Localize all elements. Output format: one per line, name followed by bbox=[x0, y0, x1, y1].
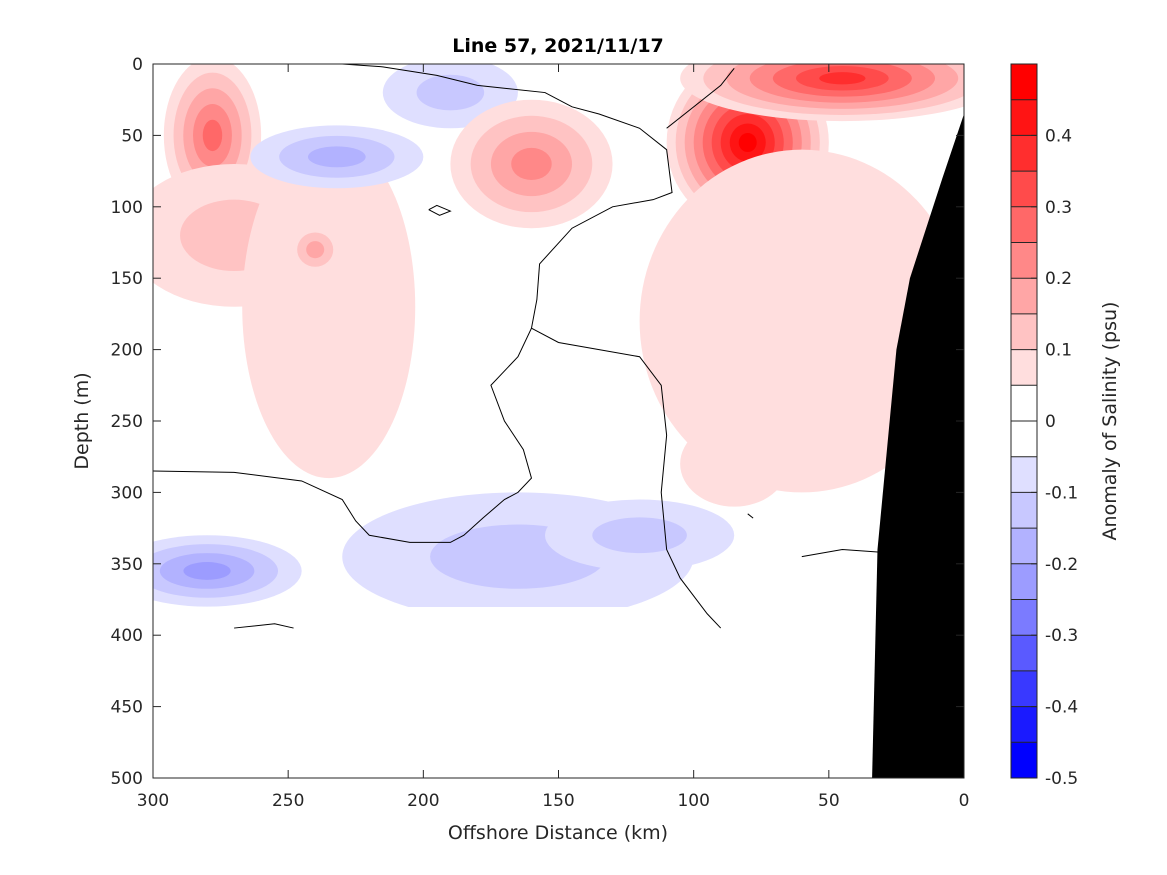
colorbar-tick-label: 0.2 bbox=[1045, 269, 1072, 289]
x-tick-label: 50 bbox=[818, 791, 840, 811]
colorbar-tick-label: -0.1 bbox=[1045, 483, 1078, 503]
contour-band bbox=[639, 149, 964, 493]
contour-band bbox=[202, 119, 223, 152]
colorbar-swatch bbox=[1011, 171, 1037, 207]
colorbar-swatch bbox=[1011, 64, 1037, 100]
colorbar-swatch bbox=[1011, 99, 1037, 136]
colorbar-swatch bbox=[1011, 599, 1037, 636]
chart-title: Line 57, 2021/11/17 bbox=[452, 35, 664, 57]
x-axis-title: Offshore Distance (km) bbox=[448, 822, 668, 844]
contour-band bbox=[592, 517, 687, 554]
zero-contour-line bbox=[428, 204, 452, 216]
colorbar-tick-label: 0.3 bbox=[1045, 198, 1072, 218]
anomaly-feature-9 bbox=[639, 149, 964, 493]
contour-band bbox=[242, 135, 416, 479]
y-tick-label: 150 bbox=[111, 269, 143, 289]
anomaly-feature-6 bbox=[450, 99, 613, 229]
y-axis-title: Depth (m) bbox=[71, 372, 93, 469]
y-tick-label: 200 bbox=[111, 341, 143, 361]
colorbar-tick-label: -0.4 bbox=[1045, 698, 1078, 718]
contour-band bbox=[416, 74, 485, 111]
zero-contour-line bbox=[234, 623, 294, 629]
colorbar-tick-label: 0.4 bbox=[1045, 126, 1072, 146]
colorbar-swatch bbox=[1011, 492, 1037, 529]
anomaly-feature-4 bbox=[250, 125, 424, 189]
y-tick-label: 0 bbox=[132, 55, 143, 75]
zero-contour-line bbox=[531, 327, 722, 629]
salinity-contours bbox=[153, 64, 964, 607]
colorbar-tick-label: -0.3 bbox=[1045, 626, 1078, 646]
x-tick-label: 200 bbox=[407, 791, 439, 811]
colorbar-swatch bbox=[1011, 206, 1037, 243]
colorbar-swatch bbox=[1011, 742, 1037, 778]
anomaly-feature-2 bbox=[242, 135, 416, 479]
y-tick-label: 350 bbox=[111, 555, 143, 575]
colorbar-swatch bbox=[1011, 563, 1037, 600]
colorbar-swatch bbox=[1011, 242, 1037, 279]
zero-contour-line bbox=[666, 67, 735, 129]
contour-band bbox=[183, 562, 231, 580]
anomaly-feature-13 bbox=[544, 499, 735, 571]
colorbar-swatch bbox=[1011, 456, 1037, 493]
contour-band bbox=[307, 146, 366, 168]
colorbar-swatch bbox=[1011, 278, 1037, 314]
zero-contour-line bbox=[153, 64, 673, 543]
colorbar-swatch bbox=[1011, 528, 1037, 564]
y-tick-label: 400 bbox=[111, 626, 143, 646]
anomaly-feature-10 bbox=[680, 421, 789, 507]
colorbar-swatch bbox=[1011, 706, 1037, 743]
y-tick-label: 50 bbox=[121, 126, 143, 146]
colorbar-swatch bbox=[1011, 313, 1037, 350]
anomaly-feature-11 bbox=[153, 535, 302, 607]
anomaly-feature-3 bbox=[288, 223, 343, 276]
colorbar-swatch bbox=[1011, 670, 1037, 707]
colorbar-swatch bbox=[1011, 135, 1037, 172]
x-tick-label: 0 bbox=[959, 791, 970, 811]
contour-band bbox=[819, 72, 866, 85]
colorbar-title: Anomaly of Salinity (psu) bbox=[1099, 302, 1121, 541]
x-tick-label: 150 bbox=[542, 791, 574, 811]
zero-contour-lines bbox=[153, 64, 905, 629]
colorbar-swatch bbox=[1011, 349, 1037, 386]
y-tick-label: 100 bbox=[111, 198, 143, 218]
colorbar-swatch bbox=[1011, 385, 1037, 421]
colorbar-tick-label: 0.1 bbox=[1045, 341, 1072, 361]
seafloor-bathymetry bbox=[872, 113, 964, 778]
contour-band bbox=[680, 421, 789, 507]
anomaly-feature-8 bbox=[680, 64, 964, 122]
colorbar: -0.5 -0.4 -0.3 -0.2 -0.1 0 0.1 0.2 0.3 0.4 bbox=[1010, 63, 1078, 789]
x-tick-label: 250 bbox=[272, 791, 304, 811]
zero-contour-line bbox=[747, 513, 754, 519]
contour-band bbox=[306, 241, 325, 259]
colorbar-tick-label: 0 bbox=[1045, 412, 1056, 432]
colorbar-swatch bbox=[1011, 421, 1037, 457]
contour-band bbox=[738, 133, 757, 153]
contour-band bbox=[511, 147, 552, 181]
colorbar-tick-label: -0.5 bbox=[1045, 769, 1078, 789]
y-tick-label: 450 bbox=[111, 698, 143, 718]
x-tick-label: 300 bbox=[137, 791, 169, 811]
y-tick-label: 500 bbox=[111, 769, 143, 789]
colorbar-swatch bbox=[1011, 635, 1037, 671]
y-tick-label: 300 bbox=[111, 483, 143, 503]
plot-area: 300 250 200 150 100 50 00501001502002503003504… bbox=[111, 55, 970, 811]
x-tick-label: 100 bbox=[677, 791, 709, 811]
colorbar-tick-label: -0.2 bbox=[1045, 555, 1078, 575]
y-tick-label: 250 bbox=[111, 412, 143, 432]
